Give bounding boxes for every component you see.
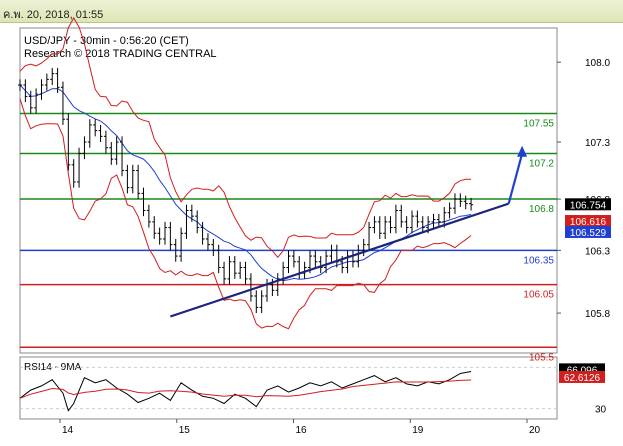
price-badge-bg — [565, 198, 611, 211]
x-tick-label: 15 — [179, 425, 191, 436]
y-tick-label: 108.0 — [585, 58, 610, 69]
main-panel-frame — [19, 27, 558, 354]
price-badge-label: 106.529 — [570, 228, 607, 239]
price-badge-label: 106.616 — [570, 217, 607, 228]
price-layer — [18, 67, 474, 314]
chart-subtitle: Research © 2018 TRADING CENTRAL — [24, 48, 217, 60]
rsi-ma-line — [19, 379, 472, 399]
price-badge-bg — [565, 215, 611, 228]
y-tick-label: 106.3 — [585, 246, 610, 257]
y-tick-label: 107.3 — [585, 138, 610, 149]
price-badge-bg — [565, 225, 611, 238]
forecast-arrow-head — [517, 145, 528, 157]
price-badge-label: 106.754 — [570, 200, 607, 211]
chart-title: USD/JPY - 30min - 0:56:20 (CET) — [24, 35, 189, 47]
x-tick-label: 14 — [62, 425, 74, 436]
top-status-bar: ค.พ. 20, 2018, 01:55 — [0, 0, 623, 23]
rsi-badge-label: 66.096 — [567, 365, 598, 376]
level-label: 106.05 — [523, 290, 554, 301]
support-trendline — [170, 202, 510, 318]
level-label: 107.2 — [529, 158, 554, 169]
level-label: 107.55 — [523, 119, 554, 130]
datetime-label: ค.พ. 20, 2018, 01:55 — [3, 9, 104, 21]
level-label: 106.35 — [523, 255, 554, 266]
rsi-badge-bg — [559, 370, 605, 383]
level-label: 105.5 — [529, 352, 554, 363]
upper-band — [19, 16, 472, 259]
x-tick-label: 19 — [412, 425, 424, 436]
level-label: 106.8 — [529, 204, 554, 215]
x-tick-label: 20 — [529, 425, 541, 436]
lower-band — [19, 98, 472, 330]
rsi-line — [19, 371, 472, 412]
x-axis: 14 15 16 19 20 — [59, 419, 541, 436]
rsi-panel-frame — [19, 356, 558, 420]
rsi-tick-label: 30 — [595, 405, 607, 416]
x-tick-label: 16 — [296, 425, 308, 436]
trend-layer — [170, 145, 528, 318]
y-tick-label: 105.8 — [585, 309, 610, 320]
rsi-badge-label: 62.6126 — [564, 373, 601, 384]
forecast-arrow-shaft — [507, 153, 524, 204]
